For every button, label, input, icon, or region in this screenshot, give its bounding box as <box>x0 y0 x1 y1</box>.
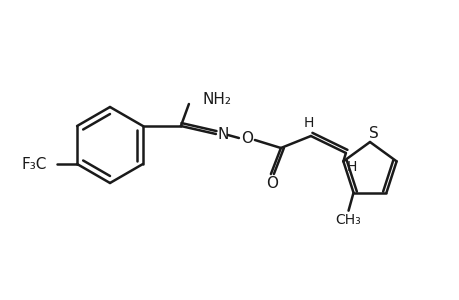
Text: O: O <box>241 130 252 146</box>
Text: H: H <box>303 116 313 130</box>
Text: N: N <box>217 127 228 142</box>
Text: F₃C: F₃C <box>22 157 47 172</box>
Text: NH₂: NH₂ <box>202 92 231 106</box>
Text: CH₃: CH₃ <box>335 213 361 227</box>
Text: H: H <box>346 160 356 174</box>
Text: S: S <box>368 125 378 140</box>
Text: O: O <box>265 176 277 191</box>
